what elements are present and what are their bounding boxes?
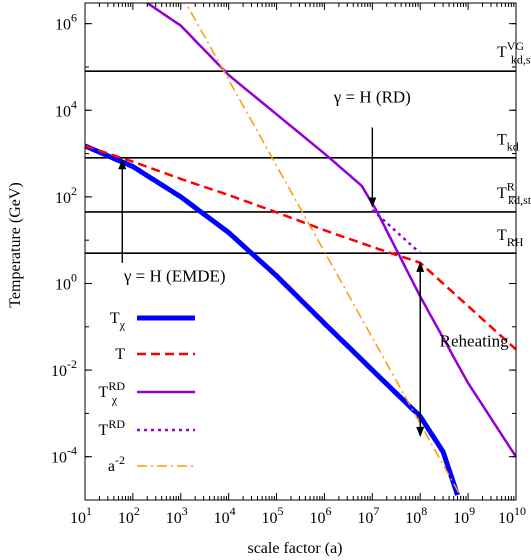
x-tick-label-base: 10 [214, 510, 230, 527]
hline-label-1-base: T [497, 132, 507, 149]
x-tick-label-exp: 5 [278, 504, 284, 518]
legend-label-0-sub: χ [119, 318, 126, 332]
legend-label-3-base: T [99, 422, 109, 439]
hline-label-3: TRH [497, 227, 524, 249]
hline-label-3-sub: RH [507, 235, 524, 249]
y-tick-label-exp: 2 [71, 184, 77, 198]
annotation-label-rd: γ = H (RD) [333, 88, 411, 107]
legend-label-4-base: a [108, 458, 115, 475]
y-tick-label-base: 10 [55, 190, 71, 207]
x-tick-label-exp: 1 [86, 504, 92, 518]
x-tick-label-4: 105 [262, 504, 284, 527]
legend-label-2-sup: RD [108, 379, 125, 393]
x-tick-label-9: 1010 [498, 504, 526, 527]
y-tick-label-base: 10 [51, 363, 67, 380]
hline-label-0-sub: kd,std [511, 52, 531, 66]
x-tick-label-exp: 4 [230, 504, 236, 518]
legend-label-3-sup: RD [108, 417, 125, 431]
series-line-2 [146, 3, 516, 458]
annotation-label-reheating: Reheating [440, 332, 509, 351]
x-tick-label-2: 103 [166, 504, 188, 527]
y-tick-label-3: 102 [55, 184, 77, 207]
annotations: γ = H (EMDE) γ = H (RD) Reheating [118, 88, 509, 438]
y-tick-label-exp: 4 [71, 97, 77, 111]
legend-label-2: TRD χ [99, 379, 126, 407]
legend-label-1: T [115, 346, 125, 363]
hline-label-2-sub: kd,std [508, 193, 531, 207]
y-tick-label-exp: 6 [71, 11, 77, 25]
hline-label-2-sup: R [507, 180, 515, 194]
x-tick-label-8: 109 [453, 504, 475, 527]
hline-label-1: Tkd [497, 132, 519, 154]
x-tick-label-exp: 9 [469, 504, 475, 518]
x-tick-label-exp: 7 [373, 504, 379, 518]
y-tick-label-exp: 0 [71, 270, 77, 284]
x-tick-label-base: 10 [166, 510, 182, 527]
x-tick-label-exp: 10 [514, 504, 526, 518]
x-tick-label-5: 106 [309, 504, 331, 527]
x-tick-label-base: 10 [453, 510, 469, 527]
hline-label-1-sub: kd [507, 139, 519, 153]
x-tick-label-1: 102 [118, 504, 140, 527]
hline-label-3-base: T [497, 227, 507, 244]
y-tick-label-5: 106 [55, 11, 77, 34]
plot-frame [84, 2, 517, 501]
y-tick-label-exp: -2 [67, 357, 77, 371]
y-tick-label-2: 100 [55, 270, 77, 293]
series-lines [85, 3, 516, 500]
y-tick-label-exp: -4 [67, 444, 77, 458]
x-tick-label-base: 10 [309, 510, 325, 527]
y-tick-label-base: 10 [51, 450, 67, 467]
hline-label-2-base: T [497, 185, 507, 202]
x-tick-label-base: 10 [405, 510, 421, 527]
x-tick-label-base: 10 [498, 510, 514, 527]
x-tick-label-base: 10 [262, 510, 278, 527]
legend-label-1-base: T [115, 346, 125, 363]
series-line-0 [85, 143, 460, 496]
x-tick-label-0: 101 [70, 504, 92, 527]
y-tick-label-0: 10-4 [51, 444, 77, 467]
x-tick-label-exp: 2 [134, 504, 140, 518]
plot-border [84, 2, 517, 501]
legend-label-0-base: T [110, 310, 120, 327]
x-tick-label-7: 108 [405, 504, 427, 527]
x-tick-label-exp: 8 [421, 504, 427, 518]
x-tick-label-exp: 3 [182, 504, 188, 518]
y-tick-label-1: 10-2 [51, 357, 77, 380]
y-tick-label-base: 10 [55, 103, 71, 120]
x-tick-label-3: 104 [214, 504, 236, 527]
x-tick-label-base: 10 [70, 510, 86, 527]
hline-label-0-base: T [497, 44, 507, 61]
legend-label-4: a-2 [108, 453, 125, 475]
x-tick-label-base: 10 [357, 510, 373, 527]
y-tick-label-4: 104 [55, 97, 77, 120]
x-tick-label-exp: 6 [325, 504, 331, 518]
legend-label-2-sub: χ [111, 392, 118, 406]
annotation-label-emde: γ = H (EMDE) [123, 267, 226, 286]
legend-label-3: TRD [99, 417, 126, 439]
y-tick-label-base: 10 [55, 276, 71, 293]
x-tick-label-base: 10 [118, 510, 134, 527]
x-tick-label-6: 107 [357, 504, 379, 527]
legend-label-2-base: T [99, 384, 109, 401]
y-tick-label-base: 10 [55, 17, 71, 34]
y-axis-label: Temperature (GeV) [7, 182, 24, 307]
series-line-4 [184, 3, 464, 500]
series-line-1 [85, 144, 516, 351]
legend-label-4-sup: -2 [115, 453, 125, 467]
legend-label-0: Tχ [110, 310, 126, 332]
axis-ticks: 101 102 103 104 105 106 107 108 109 101010-410-21… [51, 3, 526, 527]
x-axis-label: scale factor (a) [247, 540, 342, 557]
